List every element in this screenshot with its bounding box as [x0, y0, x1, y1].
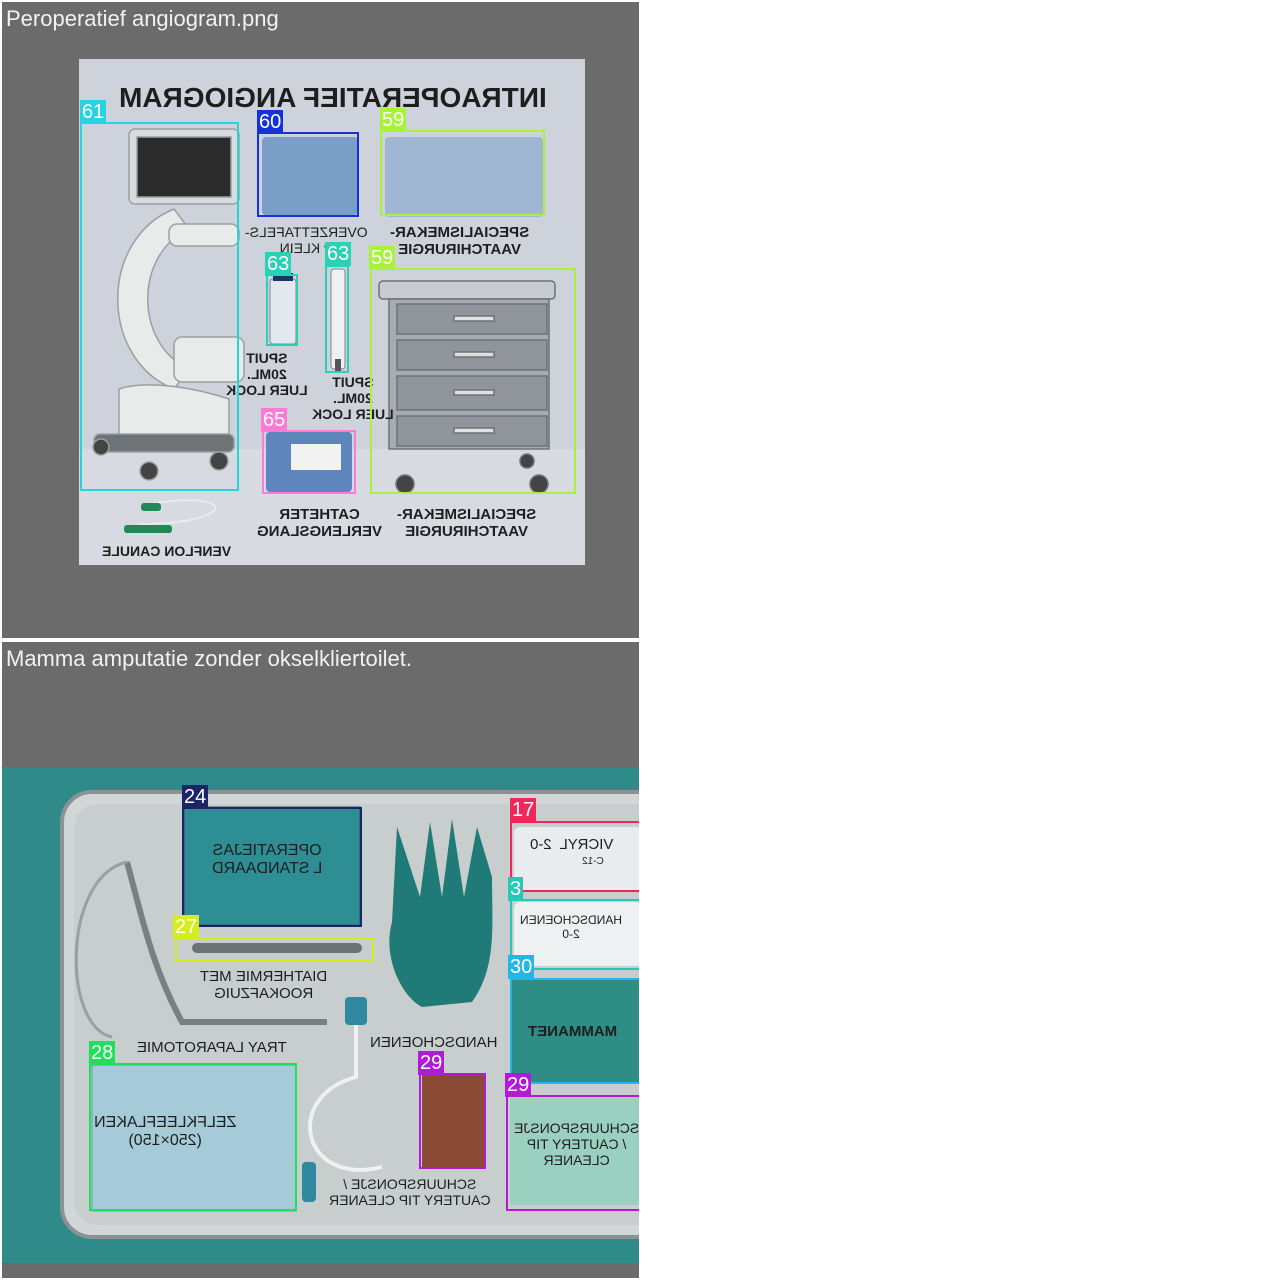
bbox-tag-63-a: 63: [265, 252, 292, 276]
bbox-tag-59-bottom: 59: [369, 246, 396, 270]
bbox-tag-29-a: 29: [418, 1051, 445, 1075]
bbox-tag-59-top: 59: [380, 108, 407, 132]
label-specialisme-bottom: SPECIALISMEKAR- VAATCHIRURGIE: [397, 506, 537, 541]
drape-blue-large: [385, 137, 543, 217]
c-arm-machine: [92, 128, 245, 481]
image-panel-angiogram: Peroperatief angiogram.png: [2, 2, 639, 638]
bbox-vial: [266, 274, 298, 346]
drape-blue-small: [262, 137, 358, 215]
bbox-handschoenen-box: [510, 899, 639, 970]
label-tray: TRAY LAPAROTOMIE: [137, 1039, 287, 1056]
bbox-schuursponsje-right: [506, 1095, 639, 1211]
bbox-operatiejas: [182, 807, 362, 927]
bbox-syringe: [325, 265, 349, 373]
label-handschoenen: HANDSCHOENEN: [370, 1034, 498, 1051]
bbox-schuursponsje-small: [419, 1073, 486, 1169]
label-venflon: VENFLON CANULE: [102, 543, 232, 559]
diagram-title: INTRAOPERATIEF ANGIOGRAM: [119, 82, 547, 113]
bbox-tag-24: 24: [182, 785, 209, 809]
bbox-tag-65: 65: [261, 408, 288, 432]
bbox-tag-28: 28: [89, 1041, 116, 1065]
bbox-mammanet: [510, 978, 639, 1084]
bbox-tag-63-b: 63: [325, 242, 352, 266]
bbox-c-arm: [80, 122, 239, 491]
bbox-drape-large: [380, 130, 545, 216]
label-catheter: CATHETER VERLENGSLANG: [257, 506, 383, 541]
bbox-tag-17: 17: [510, 798, 537, 822]
bbox-tag-60: 60: [257, 110, 284, 134]
bbox-cart: [370, 268, 576, 494]
bbox-drape-small: [257, 132, 359, 217]
image-caption: Mamma amputatie zonder okselkliertoilet.: [6, 646, 412, 671]
label-specialisme-top: SPECIALISMEKAR- VAATCHIRURGIE: [390, 224, 530, 259]
angiogram-illustration: [79, 59, 585, 565]
bbox-catheter: [262, 430, 356, 494]
bbox-tag-61: 61: [80, 100, 107, 124]
specialty-cart: [378, 280, 556, 494]
bbox-tag-3: 3: [508, 877, 524, 901]
bbox-vicryl: [510, 821, 639, 892]
bbox-zelfkleeflaken: [89, 1063, 297, 1211]
bbox-tag-29-b: 29: [505, 1073, 532, 1097]
bbox-diathermie: [175, 938, 374, 962]
label-diathermie: DIATHERMIE MET ROOKAFZUIG: [200, 968, 328, 1003]
bbox-tag-27: 27: [173, 915, 200, 939]
bbox-tag-30: 30: [508, 955, 535, 979]
label-schuursponsje-bottom: SCHUURSPONSJE / CAUTERY TIP CLEANER: [329, 1176, 491, 1209]
image-caption: Peroperatief angiogram.png: [6, 6, 279, 31]
image-panel-mamma: Mamma amputatie zonder okselkliertoilet.…: [2, 642, 639, 1278]
instrument-tray-illustration: [2, 767, 639, 1263]
